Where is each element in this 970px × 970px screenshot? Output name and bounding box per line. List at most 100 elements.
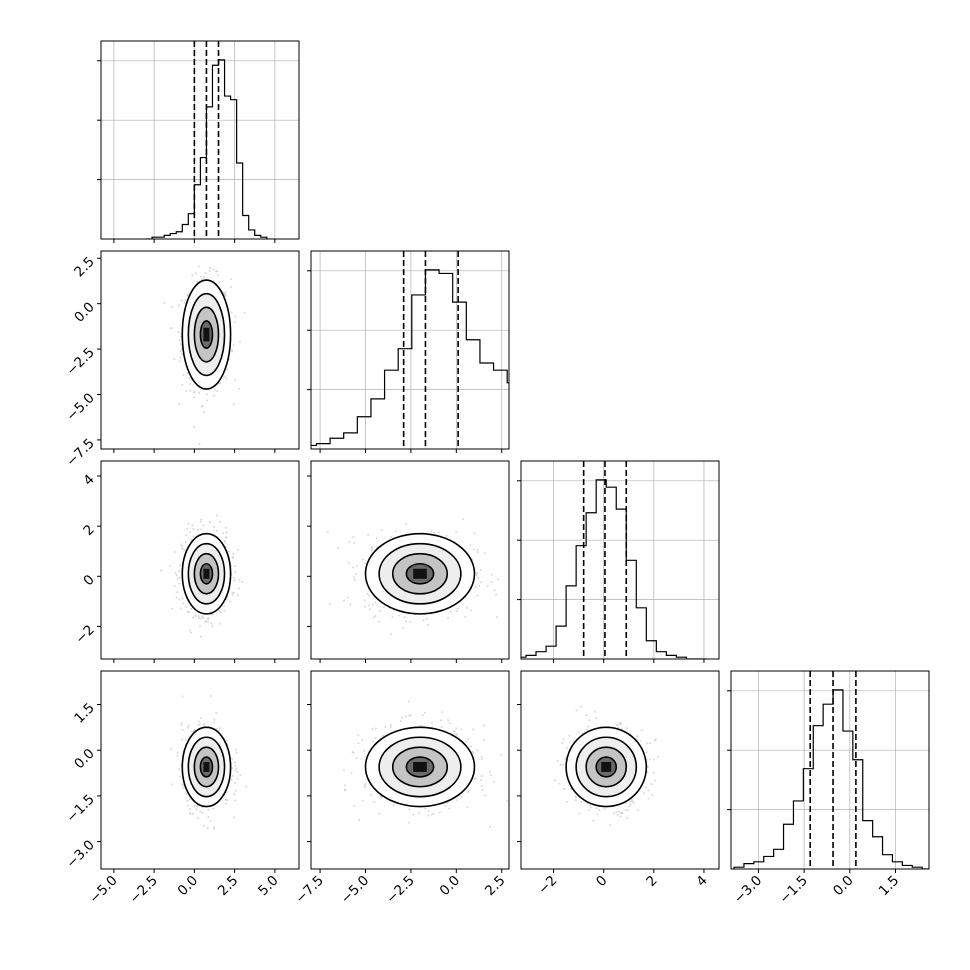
sample-point <box>178 339 181 342</box>
sample-point <box>425 617 428 620</box>
sample-point <box>181 383 184 386</box>
sample-point <box>209 695 212 698</box>
sample-point <box>620 812 623 815</box>
sample-point <box>490 573 493 576</box>
sample-point <box>232 816 235 819</box>
sample-point <box>207 617 210 620</box>
sample-point <box>173 551 176 554</box>
sample-point <box>232 576 235 579</box>
sample-point <box>351 751 354 754</box>
sample-point <box>480 758 483 761</box>
sample-point <box>421 714 424 717</box>
sample-point <box>223 605 226 608</box>
sample-point <box>421 724 424 727</box>
sample-point <box>230 286 233 289</box>
sample-point <box>191 812 194 815</box>
sample-point <box>561 742 564 745</box>
sample-point <box>186 527 189 530</box>
sample-point <box>562 738 565 741</box>
sample-point <box>178 360 181 363</box>
sample-point <box>482 738 485 741</box>
x-tick-label: 2.5 <box>215 873 242 900</box>
sample-point <box>236 771 239 774</box>
sample-point <box>197 265 200 268</box>
sample-point <box>180 343 183 346</box>
sample-point <box>200 528 203 531</box>
sample-point <box>238 387 241 390</box>
sample-point <box>198 391 201 394</box>
sample-point <box>651 793 654 796</box>
panel-frame <box>730 670 930 870</box>
sample-point <box>236 594 239 597</box>
sample-point <box>198 720 201 723</box>
sample-point <box>186 371 189 374</box>
sample-point <box>180 299 183 302</box>
sample-point <box>232 403 235 406</box>
sample-point <box>479 568 482 571</box>
y-tick-label: 0.0 <box>71 746 98 773</box>
sample-point <box>476 594 479 597</box>
sample-point <box>189 812 192 815</box>
sample-point <box>195 272 198 275</box>
histogram-panel <box>97 40 300 243</box>
sample-point <box>347 562 350 565</box>
x-tick-label: 1.5 <box>876 873 903 900</box>
sample-point <box>449 610 452 613</box>
sample-point <box>636 738 639 741</box>
sample-point <box>337 547 340 550</box>
sample-point <box>206 399 209 402</box>
sample-point <box>653 758 656 761</box>
sample-point <box>176 754 179 757</box>
sample-point <box>192 527 195 530</box>
sample-point <box>202 616 205 619</box>
sample-point <box>355 757 358 760</box>
sample-point <box>480 778 483 781</box>
sample-point <box>364 562 367 565</box>
sample-point <box>209 266 212 269</box>
sample-point <box>353 578 356 581</box>
sample-point <box>176 591 179 594</box>
scatter-panel: −7.5 −5.0 −2.5 0.0 2.5 <box>63 250 300 470</box>
sample-point <box>650 783 653 786</box>
scatter-body <box>326 518 499 636</box>
sample-point <box>178 775 181 778</box>
sample-point <box>367 533 370 536</box>
sample-point <box>198 617 201 620</box>
sample-point <box>184 541 187 544</box>
panel-frame <box>100 670 300 870</box>
sample-point <box>505 800 508 803</box>
sample-point <box>456 607 459 610</box>
sample-point <box>472 728 475 731</box>
sample-point <box>234 782 237 785</box>
sample-point <box>645 751 648 754</box>
sample-point <box>455 798 458 801</box>
sample-point <box>231 767 234 770</box>
sample-point <box>493 589 496 592</box>
sample-point <box>199 635 202 638</box>
sample-point <box>603 807 606 810</box>
sample-point <box>235 748 238 751</box>
sample-point <box>616 724 619 727</box>
sample-point <box>173 358 176 361</box>
sample-point <box>475 574 478 577</box>
sample-point <box>190 730 193 733</box>
sample-point <box>343 784 346 787</box>
sample-point <box>378 812 381 815</box>
sample-point <box>218 727 221 730</box>
sample-point <box>182 548 185 551</box>
sample-point <box>218 729 221 732</box>
sample-point <box>609 824 612 827</box>
sample-point <box>229 600 232 603</box>
sample-point <box>160 569 163 572</box>
sample-point <box>382 605 385 608</box>
y-tick-label: −7.5 <box>63 435 97 469</box>
sample-point <box>380 529 383 532</box>
sample-point <box>185 793 188 796</box>
sample-point <box>399 720 402 723</box>
sample-point <box>364 782 367 785</box>
sample-point <box>627 805 630 808</box>
x-tick-label: −5.0 <box>86 873 120 907</box>
x-tick-label: 0.0 <box>175 873 202 900</box>
sample-point <box>460 795 463 798</box>
sample-point <box>361 558 364 561</box>
